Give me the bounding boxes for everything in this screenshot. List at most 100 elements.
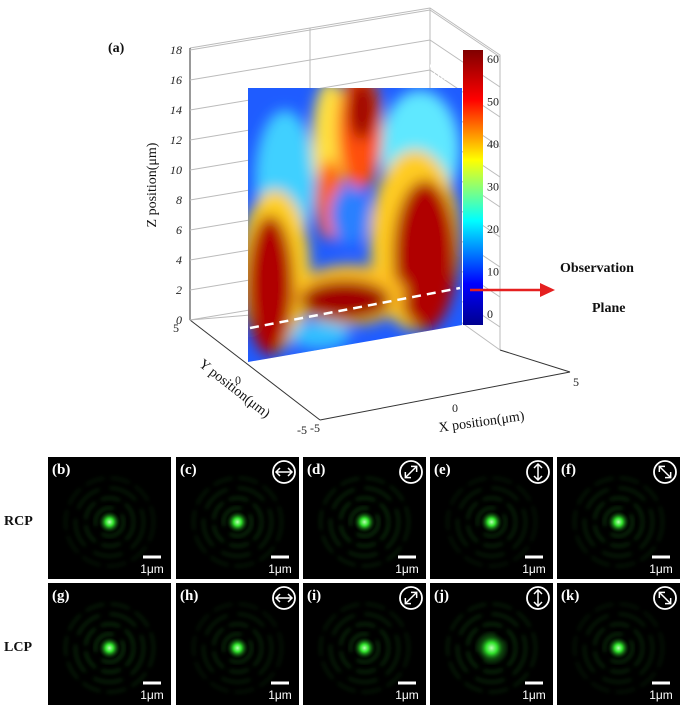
y-tick-label: 5 bbox=[173, 321, 179, 335]
ring bbox=[94, 507, 125, 537]
ring bbox=[84, 623, 135, 673]
ring bbox=[456, 487, 527, 557]
z-tick-label: 16 bbox=[170, 73, 182, 87]
ring bbox=[339, 623, 390, 673]
colorbar-ticks: 60 50 40 30 20 10 0 bbox=[487, 52, 499, 321]
ring bbox=[349, 507, 380, 537]
polarizer-icon bbox=[653, 460, 677, 484]
arrow-head bbox=[658, 465, 665, 472]
z-tick-label: 4 bbox=[176, 253, 182, 267]
ring bbox=[192, 477, 283, 567]
grid-line bbox=[189, 39, 501, 88]
polarizer-arrow bbox=[404, 591, 418, 605]
grid-line bbox=[189, 9, 501, 58]
image-panel: (b) 1μm bbox=[48, 457, 171, 579]
polarizer-arrow bbox=[274, 593, 294, 603]
arrow-head bbox=[533, 462, 543, 469]
ring bbox=[192, 603, 283, 693]
y-tick-label: 0 bbox=[235, 373, 241, 387]
spot bbox=[607, 637, 630, 659]
ring bbox=[593, 497, 644, 547]
arrow-head bbox=[658, 591, 665, 598]
image-panel: (e) 1μm bbox=[430, 457, 553, 579]
ring bbox=[573, 603, 664, 693]
colorbar-tick-label: 60 bbox=[487, 52, 499, 66]
ring bbox=[84, 497, 135, 547]
spot bbox=[98, 637, 121, 659]
arrow-head bbox=[665, 472, 672, 479]
y-axis-label: Y position(μm) bbox=[196, 357, 273, 422]
ring bbox=[319, 477, 410, 567]
image-panel: (c) 1μm bbox=[176, 457, 299, 579]
panel-label: (i) bbox=[307, 588, 321, 604]
ring bbox=[212, 497, 263, 547]
ring bbox=[583, 613, 654, 683]
colorbar-tick-label: 50 bbox=[487, 95, 499, 109]
image-panel: (j) 1μm bbox=[430, 583, 553, 705]
ring bbox=[74, 613, 145, 683]
spot bbox=[226, 511, 249, 533]
arrow-head bbox=[287, 467, 294, 477]
colorbar-tick-label: 10 bbox=[487, 265, 499, 279]
polarizer-arrow bbox=[658, 465, 672, 479]
annotation: Plane bbox=[592, 301, 625, 316]
ring bbox=[329, 613, 400, 683]
z-tick-label: 6 bbox=[176, 223, 182, 237]
ring bbox=[583, 487, 654, 557]
ring bbox=[94, 633, 125, 663]
row-label: RCP bbox=[4, 514, 33, 529]
ring bbox=[446, 477, 537, 567]
z-tick-label: 8 bbox=[176, 193, 182, 207]
polarizer-icon bbox=[399, 460, 423, 484]
ring bbox=[64, 603, 155, 693]
scale-label: 1μm bbox=[649, 688, 673, 702]
row-label: LCP bbox=[4, 640, 32, 655]
panel-label: (c) bbox=[180, 462, 197, 478]
ring bbox=[603, 633, 634, 663]
z-tick-label: 2 bbox=[176, 283, 182, 297]
z-tick-label: 18 bbox=[170, 43, 182, 57]
ring bbox=[476, 507, 507, 537]
ring bbox=[202, 487, 273, 557]
panel-label: (h) bbox=[180, 588, 198, 604]
polarizer-arrow bbox=[533, 588, 543, 608]
z-tick-label: 12 bbox=[170, 133, 182, 147]
ring bbox=[212, 623, 263, 673]
colorbar-tick-label: 40 bbox=[487, 137, 499, 151]
scale-label: 1μm bbox=[268, 688, 292, 702]
panel-label: (k) bbox=[561, 588, 579, 604]
image-panel: (i) 1μm bbox=[303, 583, 426, 705]
arrow-head bbox=[411, 591, 418, 598]
ring bbox=[339, 497, 390, 547]
arrow-shaft bbox=[404, 591, 418, 605]
panel-label: (e) bbox=[434, 462, 451, 478]
spot bbox=[353, 637, 376, 659]
image-panel: (d) 1μm bbox=[303, 457, 426, 579]
ring bbox=[222, 507, 253, 537]
arrow-head bbox=[287, 593, 294, 603]
colorbar-tick-label: 20 bbox=[487, 222, 499, 236]
polarizer-icon bbox=[272, 460, 296, 484]
x-tick-label: 5 bbox=[573, 375, 579, 389]
ring bbox=[329, 487, 400, 557]
image-panel: (g) 1μm bbox=[48, 583, 171, 705]
panel-label: (f) bbox=[561, 462, 576, 478]
spot bbox=[353, 511, 376, 533]
z-tick-label: 0 bbox=[176, 313, 182, 327]
spot bbox=[607, 511, 630, 533]
arrow-head bbox=[665, 598, 672, 605]
scale-label: 1μm bbox=[522, 688, 546, 702]
colorbar bbox=[463, 50, 483, 325]
scale-label: 1μm bbox=[140, 562, 164, 576]
heatmap bbox=[248, 88, 462, 362]
panel-label: (j) bbox=[434, 588, 449, 604]
polarizer-icon bbox=[526, 586, 550, 610]
arrow-shaft bbox=[658, 591, 672, 605]
colorbar-tick-label: 30 bbox=[487, 180, 499, 194]
ring bbox=[603, 507, 634, 537]
scale-label: 1μm bbox=[140, 688, 164, 702]
polarizer-icon bbox=[653, 586, 677, 610]
ring bbox=[446, 603, 537, 693]
arrow-head bbox=[274, 593, 281, 603]
